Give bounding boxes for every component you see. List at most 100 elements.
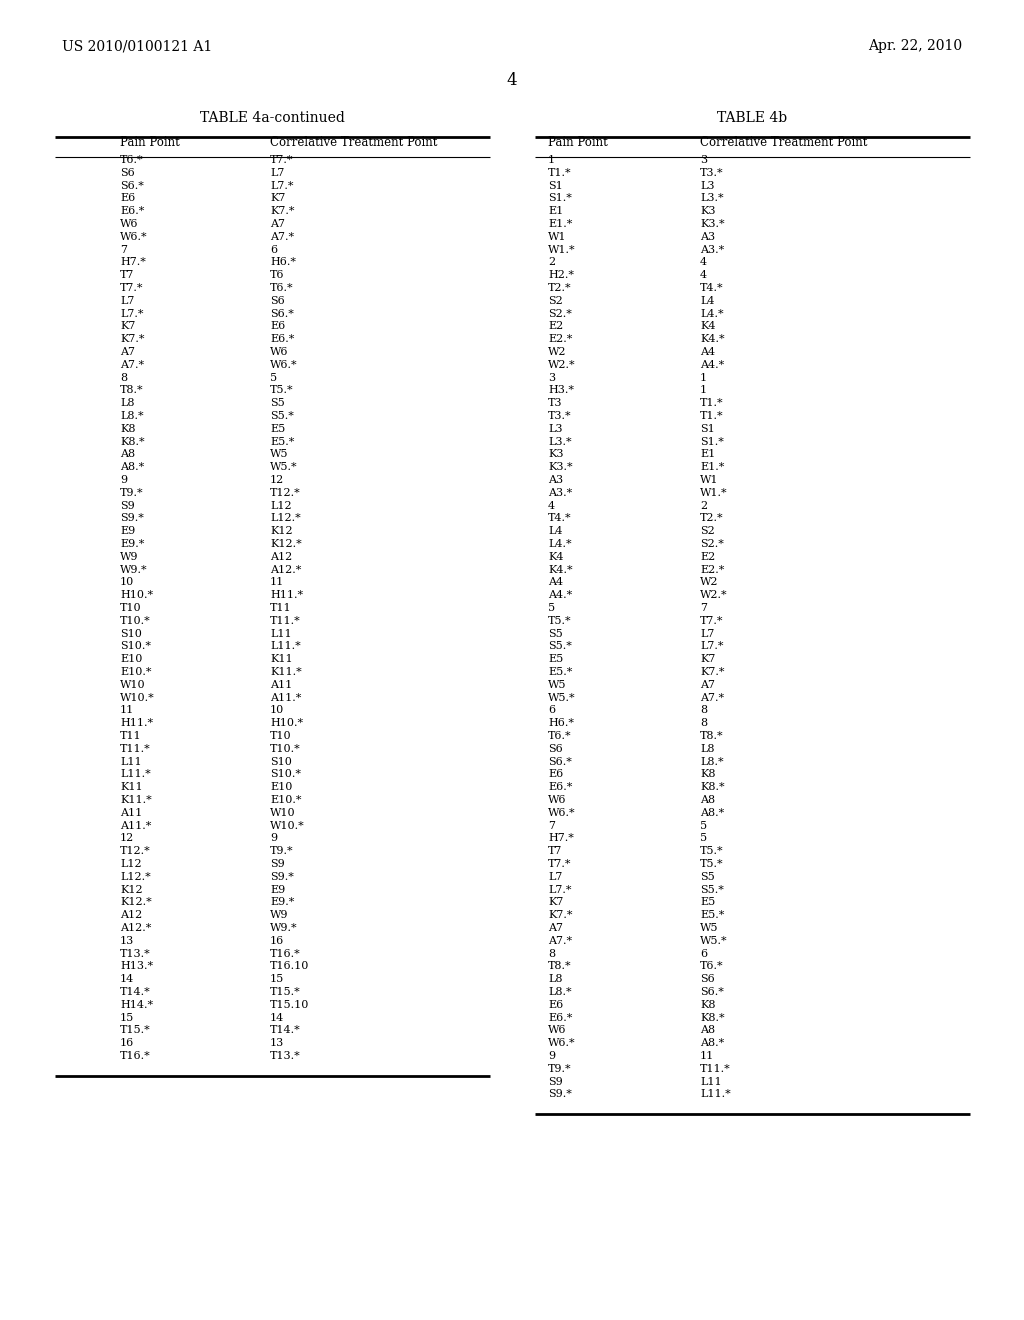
Text: 5: 5 (548, 603, 555, 612)
Text: K11.*: K11.* (120, 795, 152, 805)
Text: S5.*: S5.* (548, 642, 571, 651)
Text: S6.*: S6.* (548, 756, 571, 767)
Text: 6: 6 (700, 949, 708, 958)
Text: S9: S9 (548, 1077, 563, 1086)
Text: 11: 11 (700, 1051, 715, 1061)
Text: L3: L3 (548, 424, 562, 434)
Text: E2.*: E2.* (548, 334, 572, 345)
Text: W10.*: W10.* (270, 821, 305, 830)
Text: A7: A7 (700, 680, 715, 690)
Text: T7.*: T7.* (120, 282, 143, 293)
Text: E9: E9 (270, 884, 286, 895)
Text: T8.*: T8.* (700, 731, 724, 741)
Text: W6: W6 (548, 795, 566, 805)
Text: S10.*: S10.* (270, 770, 301, 779)
Text: T10: T10 (270, 731, 292, 741)
Text: K11: K11 (270, 655, 293, 664)
Text: A11: A11 (270, 680, 292, 690)
Text: K8: K8 (700, 770, 716, 779)
Text: W1.*: W1.* (548, 244, 575, 255)
Text: T8.*: T8.* (120, 385, 143, 396)
Text: 8: 8 (700, 705, 708, 715)
Text: S9.*: S9.* (548, 1089, 571, 1100)
Text: 5: 5 (270, 372, 278, 383)
Text: A4.*: A4.* (700, 360, 724, 370)
Text: S6: S6 (270, 296, 285, 306)
Text: L4: L4 (548, 527, 562, 536)
Text: A11.*: A11.* (270, 693, 301, 702)
Text: E1: E1 (700, 449, 715, 459)
Text: 15: 15 (270, 974, 285, 985)
Text: T12.*: T12.* (270, 488, 301, 498)
Text: K4: K4 (548, 552, 563, 562)
Text: H6.*: H6.* (548, 718, 574, 729)
Text: Correlative Treatment Point: Correlative Treatment Point (700, 136, 867, 149)
Text: T11.*: T11.* (700, 1064, 731, 1073)
Text: E5: E5 (548, 655, 563, 664)
Text: A7.*: A7.* (120, 360, 144, 370)
Text: T10: T10 (120, 603, 141, 612)
Text: A8: A8 (120, 449, 135, 459)
Text: T16.*: T16.* (270, 949, 301, 958)
Text: T6: T6 (270, 271, 285, 280)
Text: H2.*: H2.* (548, 271, 574, 280)
Text: T7: T7 (120, 271, 134, 280)
Text: 10: 10 (270, 705, 285, 715)
Text: T1.*: T1.* (700, 399, 724, 408)
Text: L7.*: L7.* (548, 884, 571, 895)
Text: S2.*: S2.* (548, 309, 571, 318)
Text: K8: K8 (700, 999, 716, 1010)
Text: T3.*: T3.* (548, 411, 571, 421)
Text: K4.*: K4.* (548, 565, 572, 574)
Text: Pain Point: Pain Point (548, 136, 608, 149)
Text: K7: K7 (270, 194, 286, 203)
Text: E6: E6 (120, 194, 135, 203)
Text: L4.*: L4.* (700, 309, 724, 318)
Text: A7: A7 (548, 923, 563, 933)
Text: E10.*: E10.* (120, 667, 152, 677)
Text: L12: L12 (120, 859, 141, 869)
Text: W1: W1 (548, 232, 566, 242)
Text: 6: 6 (548, 705, 555, 715)
Text: E10.*: E10.* (270, 795, 301, 805)
Text: T15.*: T15.* (120, 1026, 151, 1035)
Text: T6.*: T6.* (700, 961, 724, 972)
Text: 8: 8 (548, 949, 555, 958)
Text: S9: S9 (270, 859, 285, 869)
Text: T5.*: T5.* (548, 616, 571, 626)
Text: T5.*: T5.* (700, 846, 724, 857)
Text: 3: 3 (548, 372, 555, 383)
Text: T16.*: T16.* (120, 1051, 151, 1061)
Text: W6: W6 (270, 347, 289, 356)
Text: K3.*: K3.* (700, 219, 725, 228)
Text: L7.*: L7.* (270, 181, 294, 190)
Text: L8: L8 (548, 974, 562, 985)
Text: A12.*: A12.* (120, 923, 152, 933)
Text: T11.*: T11.* (270, 616, 301, 626)
Text: W6.*: W6.* (548, 808, 575, 818)
Text: L8.*: L8.* (120, 411, 143, 421)
Text: L7: L7 (548, 871, 562, 882)
Text: E5.*: E5.* (548, 667, 572, 677)
Text: S1: S1 (700, 424, 715, 434)
Text: T11: T11 (270, 603, 292, 612)
Text: A7.*: A7.* (700, 693, 724, 702)
Text: T12.*: T12.* (120, 846, 151, 857)
Text: K7.*: K7.* (548, 911, 572, 920)
Text: W5.*: W5.* (700, 936, 728, 946)
Text: S10.*: S10.* (120, 642, 151, 651)
Text: E2: E2 (700, 552, 715, 562)
Text: A3: A3 (700, 232, 715, 242)
Text: 7: 7 (700, 603, 707, 612)
Text: S10: S10 (120, 628, 142, 639)
Text: K4.*: K4.* (700, 334, 725, 345)
Text: E6.*: E6.* (548, 783, 572, 792)
Text: E6.*: E6.* (120, 206, 144, 216)
Text: A8.*: A8.* (700, 1039, 724, 1048)
Text: T5.*: T5.* (700, 859, 724, 869)
Text: 9: 9 (270, 833, 278, 843)
Text: L11: L11 (270, 628, 292, 639)
Text: W5.*: W5.* (270, 462, 298, 473)
Text: T2.*: T2.* (700, 513, 724, 524)
Text: 1: 1 (700, 372, 708, 383)
